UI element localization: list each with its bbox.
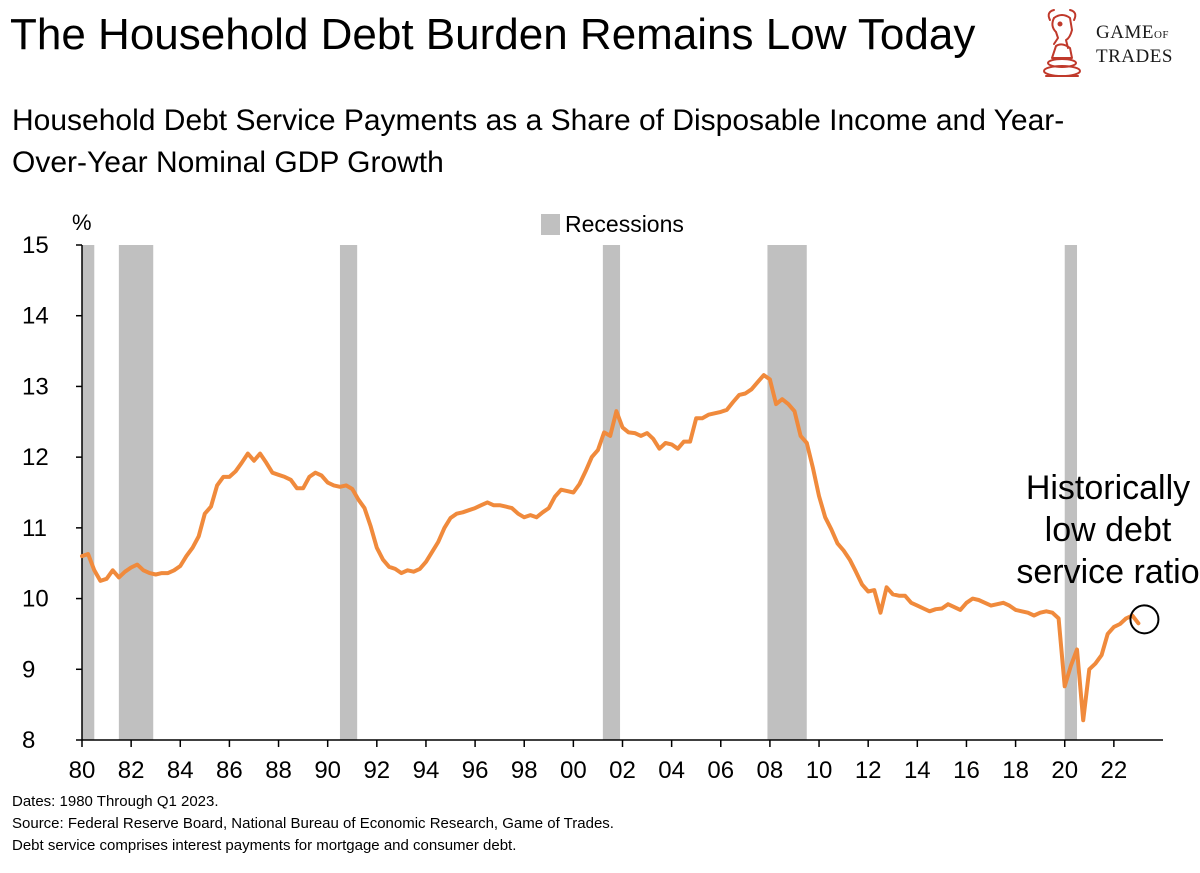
legend-label: Recessions [565,211,684,237]
x-tick-label: 94 [413,757,440,784]
recession-band [339,245,358,740]
recession-band [1064,245,1078,740]
x-tick-label: 86 [216,757,243,784]
annotation-text-line: Historically [1026,469,1190,507]
x-tick-label: 98 [511,757,538,784]
annotation-text-line: service ratio [1016,553,1199,591]
x-tick-label: 80 [69,757,96,784]
x-tick-label: 02 [609,757,636,784]
bull-chess-knight-icon [1043,9,1081,77]
x-tick-label: 84 [167,757,194,784]
x-tick-label: 22 [1101,757,1128,784]
x-tick-label: 06 [707,757,734,784]
x-tick-label: 20 [1051,757,1078,784]
recession-band [82,245,95,740]
logo-text-line1: GAMEOF [1096,22,1170,43]
chart-series [80,373,1141,723]
x-tick-label: 00 [560,757,587,784]
annotation-text-line: low debt [1045,511,1172,549]
x-tick-label: 92 [363,757,390,784]
x-tick-label: 16 [953,757,980,784]
y-axis-label: % [72,210,92,235]
x-tick-label: 90 [314,757,341,784]
annotation-circle [1129,604,1160,635]
legend-swatch [541,214,560,235]
y-tick-label: 15 [22,232,49,259]
x-tick-label: 82 [118,757,145,784]
x-tick-label: 14 [904,757,931,784]
recession-band [602,245,621,740]
logo-text-line2: TRADES [1096,46,1173,67]
y-tick-label: 11 [22,515,47,542]
recession-bands [82,245,1078,740]
y-tick-label: 10 [22,586,49,613]
y-tick-label: 14 [22,303,49,330]
game-of-trades-logo: GAMEOF TRADES [1040,8,1190,83]
chart-subtitle: Household Debt Service Payments as a Sha… [12,104,1065,179]
x-tick-label: 08 [757,757,784,784]
chart-legend: Recessions [541,211,684,237]
page-title: The Household Debt Burden Remains Low To… [10,10,976,59]
x-tick-label: 12 [855,757,882,784]
y-tick-label: 13 [22,373,49,400]
footnote-source: Source: Federal Reserve Board, National … [12,815,614,832]
footnote-definition: Debt service comprises interest payments… [12,837,517,854]
x-tick-label: 04 [658,757,685,784]
y-tick-label: 12 [22,444,49,471]
footnote-dates: Dates: 1980 Through Q1 2023. [12,793,219,810]
x-tick-label: 88 [265,757,292,784]
x-tick-label: 96 [462,757,489,784]
y-tick-label: 8 [22,727,35,754]
x-tick-label: 18 [1002,757,1029,784]
y-tick-label: 9 [22,656,35,683]
chart-annotation: Historically low debt service ratio [1016,469,1200,635]
recession-band [118,245,154,740]
recession-band [767,245,807,740]
debt-service-line [80,373,1141,723]
x-tick-label: 10 [806,757,833,784]
